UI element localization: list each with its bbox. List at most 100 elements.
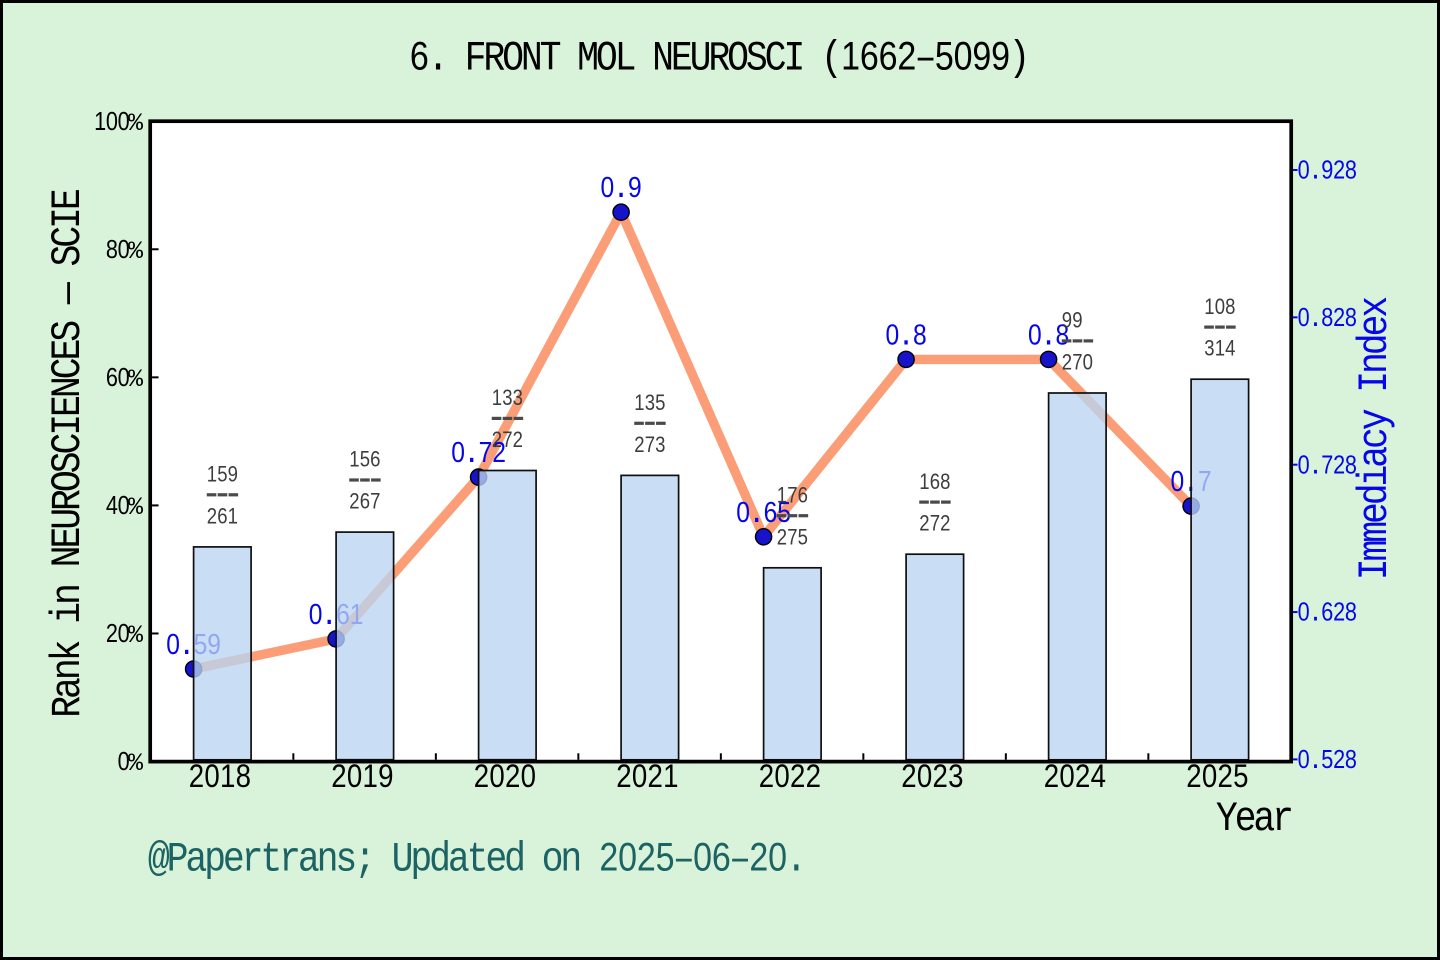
svg-text:6: 6 <box>410 33 429 78</box>
svg-text:n: n <box>44 658 92 680</box>
svg-text:p: p <box>410 835 432 883</box>
svg-text:s: s <box>335 835 357 883</box>
svg-text:T: T <box>540 35 562 83</box>
svg-text:0: 0 <box>1298 157 1310 185</box>
svg-text:2: 2 <box>1333 452 1345 480</box>
svg-text:0: 0 <box>1083 351 1093 375</box>
svg-text:3: 3 <box>513 387 523 411</box>
svg-text:C: C <box>765 35 787 83</box>
svg-text:2: 2 <box>1217 759 1232 795</box>
svg-text:0: 0 <box>1171 465 1185 497</box>
svg-text:.: . <box>897 320 914 353</box>
svg-text:7: 7 <box>787 526 797 550</box>
svg-text:R: R <box>483 35 505 83</box>
svg-text:9: 9 <box>991 33 1010 78</box>
svg-text:S: S <box>44 245 92 267</box>
svg-text:1: 1 <box>777 484 787 508</box>
svg-text:8: 8 <box>106 236 118 264</box>
svg-text:I: I <box>1351 371 1399 393</box>
svg-text:d: d <box>429 835 451 883</box>
svg-text:7: 7 <box>370 490 380 514</box>
svg-text:2: 2 <box>1333 599 1345 627</box>
svg-text:2: 2 <box>492 436 506 468</box>
svg-text:0: 0 <box>118 364 130 392</box>
svg-text:5: 5 <box>777 496 791 528</box>
svg-text:U: U <box>392 835 414 883</box>
svg-text:R: R <box>708 35 730 83</box>
svg-text:0: 0 <box>1298 304 1310 332</box>
svg-text:o: o <box>542 835 564 883</box>
svg-text:2: 2 <box>940 512 950 536</box>
svg-text:L: L <box>615 35 637 83</box>
svg-text:0: 0 <box>118 108 130 136</box>
svg-text:6: 6 <box>1321 599 1333 627</box>
svg-text:.: . <box>1040 320 1057 353</box>
svg-text:m: m <box>1351 521 1399 543</box>
svg-text:2: 2 <box>207 505 217 529</box>
svg-text:p: p <box>204 835 226 883</box>
svg-text:2: 2 <box>189 759 204 795</box>
svg-text:U: U <box>44 508 92 530</box>
svg-text:2: 2 <box>647 759 662 795</box>
svg-text:c: c <box>1351 427 1399 449</box>
svg-text:2: 2 <box>1333 157 1345 185</box>
svg-text:4: 4 <box>106 492 118 520</box>
svg-text:1: 1 <box>220 759 235 795</box>
svg-text:0: 0 <box>1298 746 1310 774</box>
svg-text:e: e <box>485 835 507 883</box>
svg-text:0: 0 <box>118 492 130 520</box>
svg-text:0: 0 <box>309 598 323 630</box>
svg-text:.: . <box>748 498 765 531</box>
svg-text:5: 5 <box>1321 746 1333 774</box>
svg-text:8: 8 <box>1345 304 1357 332</box>
svg-text:5: 5 <box>360 448 370 472</box>
svg-text:0: 0 <box>1028 319 1042 351</box>
svg-text:5: 5 <box>935 33 954 78</box>
svg-text:9: 9 <box>1062 309 1072 333</box>
svg-text:2: 2 <box>637 834 656 879</box>
svg-text:%: % <box>128 365 144 394</box>
svg-text:2: 2 <box>1333 746 1345 774</box>
svg-text:2: 2 <box>106 621 118 649</box>
svg-text:8: 8 <box>1321 304 1333 332</box>
svg-text:4: 4 <box>1091 759 1106 795</box>
svg-text:I: I <box>44 207 92 229</box>
svg-text:I: I <box>44 414 92 436</box>
svg-text:2: 2 <box>901 759 916 795</box>
svg-text:0: 0 <box>886 319 900 351</box>
svg-text:1: 1 <box>919 470 929 494</box>
svg-text:.: . <box>427 35 449 83</box>
svg-text:0: 0 <box>118 236 130 264</box>
svg-text:n: n <box>317 835 339 883</box>
svg-text:2: 2 <box>749 834 768 879</box>
svg-text:5: 5 <box>655 392 665 416</box>
svg-text:R: R <box>44 696 92 718</box>
svg-text:1: 1 <box>94 108 106 136</box>
svg-text:2: 2 <box>1044 759 1059 795</box>
svg-text:R: R <box>44 489 92 511</box>
svg-text:a: a <box>1351 446 1399 468</box>
svg-text:5: 5 <box>798 526 808 550</box>
svg-text:0: 0 <box>106 108 118 136</box>
svg-text:.: . <box>785 835 807 883</box>
svg-text:): ) <box>1008 35 1030 83</box>
svg-text:a: a <box>448 835 470 883</box>
svg-text:m: m <box>1351 540 1399 562</box>
svg-text:9: 9 <box>378 759 393 795</box>
svg-text:0: 0 <box>489 759 504 795</box>
svg-text:6: 6 <box>106 364 118 392</box>
svg-text:e: e <box>1351 502 1399 524</box>
svg-text:7: 7 <box>787 484 797 508</box>
svg-text:0: 0 <box>1215 295 1225 319</box>
svg-text:.: . <box>1308 158 1323 187</box>
svg-text:0: 0 <box>1298 599 1310 627</box>
svg-text:O: O <box>596 35 618 83</box>
svg-text:.: . <box>321 600 338 633</box>
svg-text:d: d <box>504 835 526 883</box>
svg-text:1: 1 <box>228 505 238 529</box>
svg-text:0: 0 <box>736 496 750 528</box>
svg-text:1: 1 <box>349 448 359 472</box>
svg-text:r: r <box>242 835 264 883</box>
svg-text:O: O <box>727 35 749 83</box>
svg-text:E: E <box>44 188 92 210</box>
